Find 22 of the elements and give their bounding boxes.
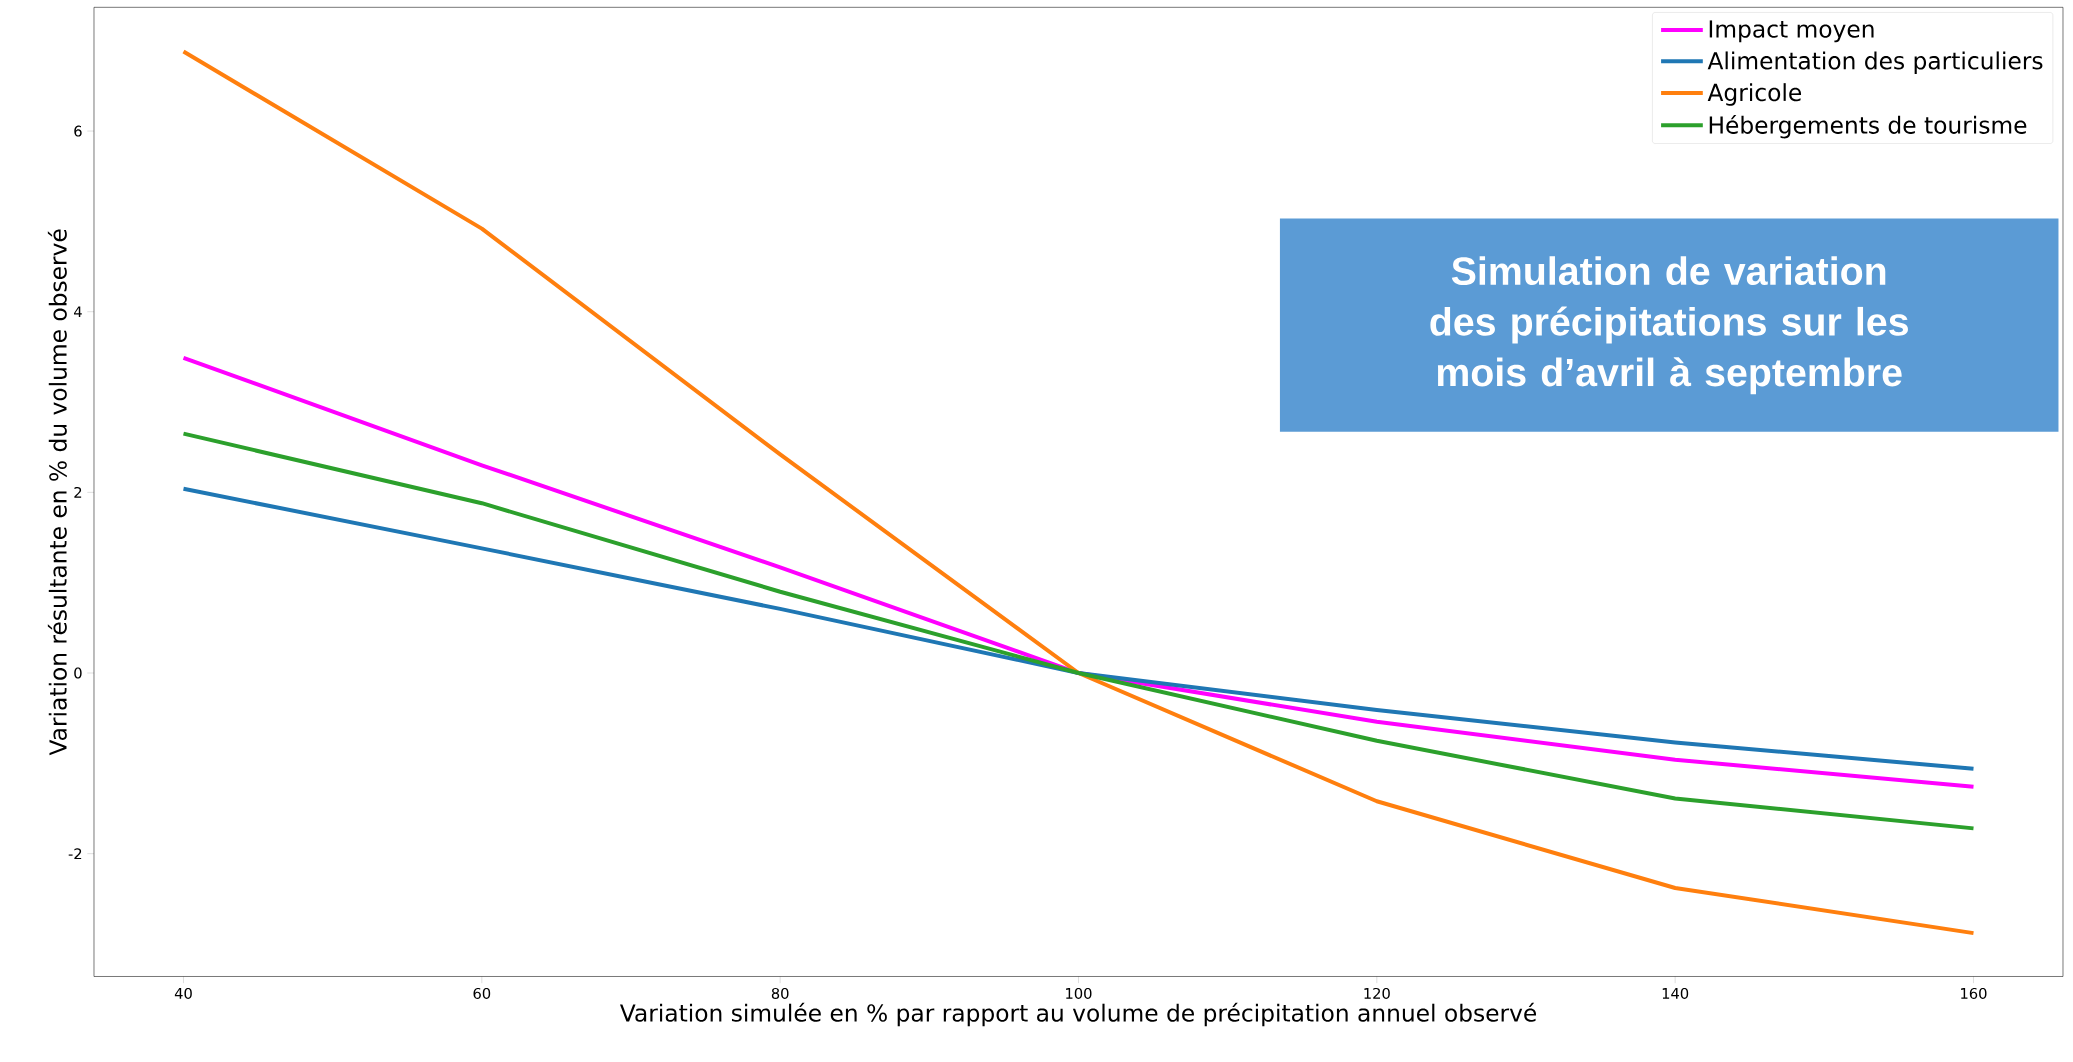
line-series [181,486,1976,771]
x-tick-label: 40 [174,987,192,999]
y-tick-label: 2 [74,486,82,498]
x-tick-label: 80 [771,987,789,999]
y-tick-label: -2 [68,847,82,859]
y-tick-label: 6 [74,125,82,137]
line-series [181,355,1976,789]
y-tick-label: 0 [74,667,82,679]
x-tick-label: 120 [1364,987,1390,999]
y-tick-label: 4 [74,306,82,317]
legend-label: Agricole [1707,82,1802,106]
x-tick-label: 60 [473,987,491,999]
legend-label: Impact moyen [1709,20,1874,43]
y-axis-title: Variation résultante en % du volume observé [47,229,67,756]
x-tick-label: 140 [1662,987,1689,999]
legend-label: Alimentation des particuliers [1707,51,2043,74]
x-tick-label: 160 [1961,987,1987,999]
annotation: Simulation de variation des précipitations sur les mois d’avril à septembre [1430,255,1908,394]
legend-label: Hébergements de tourisme [1709,114,2027,139]
x-axis-title: Variation simulée en % par rapport au volume de précipitation annuel observé [619,1002,1537,1027]
line-series [181,431,1976,831]
x-tick-label: 100 [1066,987,1092,999]
